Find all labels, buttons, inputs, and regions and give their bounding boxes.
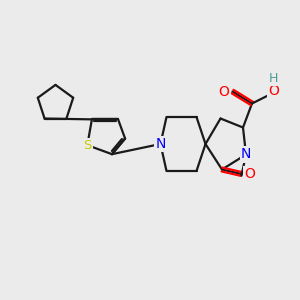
Text: N: N [241, 148, 251, 161]
Text: O: O [244, 167, 255, 181]
Text: O: O [219, 85, 230, 98]
Text: N: N [155, 137, 166, 151]
Text: O: O [268, 84, 279, 98]
Text: H: H [269, 71, 278, 85]
Text: S: S [83, 139, 92, 152]
